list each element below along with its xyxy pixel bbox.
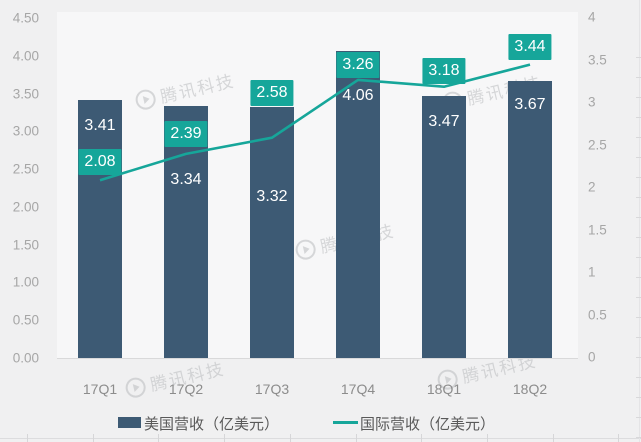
left-axis-tick-1.00: 1.00 — [12, 274, 39, 290]
bar-18Q1 — [422, 95, 466, 358]
right-grid-tick — [636, 397, 641, 398]
bar-17Q3 — [250, 107, 294, 358]
right-grid-tick — [636, 357, 641, 358]
right-axis-tick-4: 4 — [588, 9, 596, 25]
bottom-grid-tick — [27, 434, 28, 442]
left-axis-tick-3.50: 3.50 — [12, 86, 39, 102]
right-grid-tick — [636, 237, 641, 238]
left-axis-tick-4.00: 4.00 — [12, 48, 39, 64]
left-axis-tick-2.00: 2.00 — [12, 199, 39, 215]
right-grid-tick — [636, 77, 641, 78]
left-axis-tick-2.50: 2.50 — [12, 161, 39, 177]
x-axis-label-18Q2: 18Q2 — [512, 381, 548, 397]
left-axis-tick-0.50: 0.50 — [12, 312, 39, 328]
x-axis-baseline — [57, 358, 578, 359]
right-grid-tick — [636, 297, 641, 298]
line-value-label-18Q1: 3.18 — [422, 58, 466, 84]
right-grid-tick — [636, 277, 641, 278]
left-axis-tick-1.50: 1.50 — [12, 237, 39, 253]
line-value-label-17Q1: 2.08 — [78, 149, 122, 175]
bar-value-label-17Q2: 3.34 — [170, 171, 202, 188]
x-axis-label-17Q1: 17Q1 — [82, 381, 118, 397]
plot-area — [57, 12, 578, 358]
line-value-label-17Q2: 2.39 — [164, 121, 208, 147]
bottom-grid-tick — [618, 434, 619, 442]
bar-17Q1 — [78, 100, 122, 358]
left-axis-tick-0.00: 0.00 — [12, 350, 39, 366]
bottom-grid-tick — [290, 434, 291, 442]
bottom-grid-tick — [158, 434, 159, 442]
bottom-grid-tick — [93, 434, 94, 442]
right-axis-tick-1: 1 — [588, 264, 596, 280]
x-axis-label-18Q1: 18Q1 — [426, 381, 462, 397]
right-axis-tick-3: 3 — [588, 94, 596, 110]
right-grid-tick — [636, 117, 641, 118]
right-grid-tick — [636, 57, 641, 58]
bar-value-label-17Q4: 4.06 — [342, 87, 374, 104]
right-grid-tick — [636, 317, 641, 318]
left-axis-tick-3.00: 3.00 — [12, 123, 39, 139]
line-value-label-18Q2: 3.44 — [508, 34, 552, 60]
right-axis-tick-2: 2 — [588, 179, 596, 195]
bottom-grid-tick — [421, 434, 422, 442]
right-axis-tick-2.5: 2.5 — [588, 137, 607, 152]
right-grid-line — [639, 0, 640, 442]
right-axis-tick-1.5: 1.5 — [588, 222, 607, 237]
bar-value-label-18Q1: 3.47 — [428, 113, 460, 130]
right-axis-tick-3.5: 3.5 — [588, 52, 607, 67]
right-grid-tick — [636, 97, 641, 98]
right-grid-tick — [636, 217, 641, 218]
bar-value-label-18Q2: 3.67 — [514, 96, 546, 113]
right-grid-tick — [636, 257, 641, 258]
bottom-grid-tick — [553, 434, 554, 442]
x-axis-label-17Q3: 17Q3 — [254, 381, 290, 397]
right-grid-tick — [636, 157, 641, 158]
line-value-label-17Q3: 2.58 — [250, 80, 294, 106]
right-grid-tick — [636, 437, 641, 438]
right-grid-tick — [636, 417, 641, 418]
bar-17Q4 — [336, 51, 380, 358]
right-grid-tick — [636, 197, 641, 198]
bottom-grid-tick — [224, 434, 225, 442]
right-grid-tick — [636, 337, 641, 338]
bottom-grid-tick — [356, 434, 357, 442]
bar-value-label-17Q1: 3.41 — [84, 117, 116, 134]
right-grid-tick — [636, 377, 641, 378]
bar-17Q2 — [164, 105, 208, 358]
line-value-label-17Q4: 3.26 — [336, 52, 380, 78]
x-axis-label-17Q2: 17Q2 — [168, 381, 204, 397]
right-grid-tick — [636, 137, 641, 138]
bottom-grid-tick — [487, 434, 488, 442]
bar-18Q2 — [508, 80, 552, 358]
left-axis-tick-4.50: 4.50 — [12, 10, 39, 26]
right-axis-tick-0: 0 — [588, 349, 596, 365]
right-axis-tick-0.5: 0.5 — [588, 307, 607, 322]
right-grid-tick — [636, 177, 641, 178]
x-axis-label-17Q4: 17Q4 — [340, 381, 376, 397]
bottom-grid-line — [0, 438, 641, 439]
bar-value-label-17Q3: 3.32 — [256, 188, 288, 205]
